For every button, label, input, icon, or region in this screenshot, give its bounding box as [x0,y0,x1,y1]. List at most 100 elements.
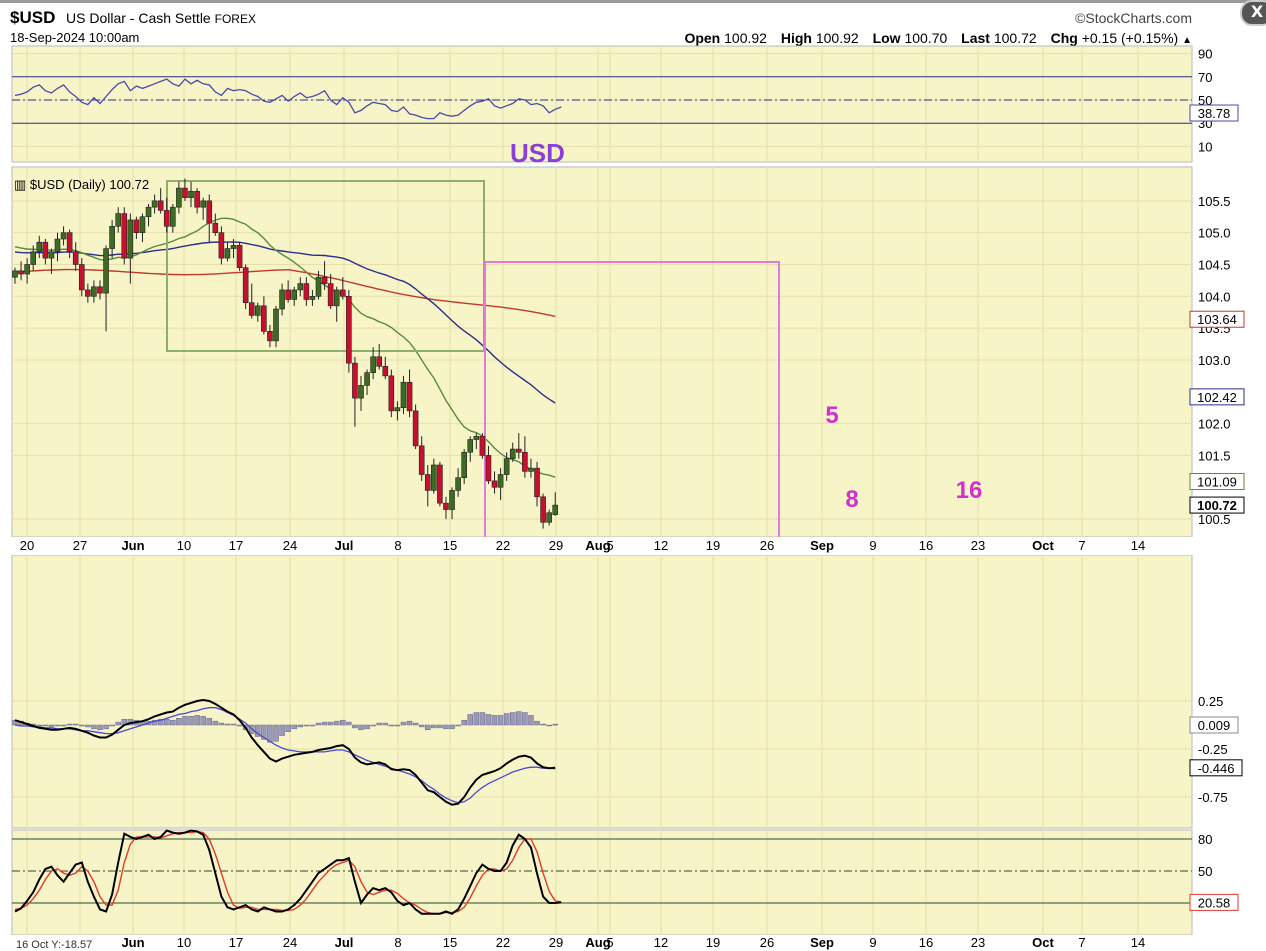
price-tick-label: 103.0 [1198,353,1231,368]
candle-body [91,286,97,297]
macd-histogram-bar [321,721,328,726]
x-tick-label: 19 [706,935,720,950]
cursor-readout: 16 Oct Y:-18.57 [16,939,92,951]
open-value: 100.92 [724,30,767,46]
candle-body [497,474,504,488]
x-tick-label: Sep [810,538,834,553]
candle-body [200,200,206,208]
macd-histogram-bar [236,724,243,727]
macd-histogram-bar [437,724,443,729]
candle-body [424,474,431,491]
candle-body [145,206,152,218]
rsi-line [14,78,562,120]
close-button[interactable]: X [1240,0,1266,26]
macd-histogram-bar [552,723,558,726]
annotation-5: 5 [825,402,838,429]
candle-body [242,267,249,303]
x-tick-label: 24 [283,538,297,553]
price-legend: ▥ $USD (Daily) 100.72 [14,177,149,192]
x-tick-label: 29 [549,935,563,950]
candle-body [194,190,200,208]
macd-histogram-bar [218,722,225,726]
macd-histogram-bar [79,724,85,727]
macd-histogram-bar [60,724,67,727]
macd-histogram-bar [309,724,316,727]
panel-rsi [11,45,1193,163]
macd-histogram-bar [170,719,176,726]
rsi-last-label: 38.78 [1198,106,1231,121]
macd-histogram-bar [509,712,516,726]
last-price-label-box [1189,496,1245,514]
x-tick-label: 9 [869,935,876,950]
macd-histogram-bar [188,716,194,726]
x-tick-label: 10 [177,538,191,553]
x-tick-label: 15 [443,538,457,553]
candle-body [121,213,128,259]
candle-body [346,296,352,364]
x-tick-label: 17 [229,935,243,950]
candle-body [279,289,285,310]
candle-body [103,248,109,294]
stoch-k-line [14,829,562,915]
candle-body [30,251,37,265]
candle-body [206,200,213,224]
candle-body [285,289,291,300]
macd-histogram-bar [443,724,449,730]
macd-histogram-bar [534,720,540,726]
candle-body [36,241,43,253]
macd-histogram-bar [346,721,352,726]
macd-tick-label: -0.75 [1198,790,1228,805]
macd-last-box [1189,759,1243,777]
candle-body [85,289,91,297]
last-price-label: 100.72 [1197,498,1237,513]
candle-body [315,276,322,297]
instrument-name: US Dollar - Cash Settle FOREX [66,10,256,26]
x-tick-label: Aug [585,538,610,553]
macd-histogram-bar [115,721,121,726]
macd-histogram-bar [491,715,498,726]
macd-histogram-bar [528,715,534,726]
macd-histogram-bar [200,716,206,726]
candle-body [18,270,24,275]
annotation-16: 16 [956,477,983,504]
macd-histogram-bar [97,724,103,731]
x-axis-band-bottom [0,935,1266,951]
ma-long-label-box [1189,310,1245,328]
candle-body [534,467,540,498]
x-tick-label: 5 [606,935,613,950]
candle-body [327,283,334,307]
rsi-tick-label: 50 [1198,93,1212,108]
x-tick-label: 17 [229,538,243,553]
macd-histogram-bar [285,724,291,732]
candle-body [449,490,455,510]
macd-tick-label: 0.25 [1198,694,1223,709]
candle-body [516,448,522,453]
candle-body [485,455,492,482]
macd-histogram-bar [449,724,455,730]
candle-body [412,410,419,447]
candle-body [339,289,346,297]
macd-histogram-bar [164,718,170,726]
x-tick-label: 26 [760,538,774,553]
candle-body [48,251,55,259]
candle-body [176,187,182,208]
x-tick-label: 29 [549,538,563,553]
stoch-last-label: 20.58 [1198,895,1231,910]
macd-histogram-bar [103,724,109,730]
x-tick-label: 22 [496,935,510,950]
macd-histogram-bar [66,723,73,726]
macd-histogram-bar [297,724,304,728]
candle-body [218,232,225,259]
x-tick-label: 26 [760,935,774,950]
open-label: Open [684,30,721,46]
macd-histogram-bar [157,718,164,726]
macd-histogram-bar [431,724,437,729]
price-tick-label: 100.5 [1198,512,1231,527]
window-top-border [0,0,1266,3]
macd-histogram-bar [267,724,273,743]
macd-histogram-bar [194,715,200,726]
price-tick-label: 101.5 [1198,448,1231,463]
candle-body [522,451,528,472]
candle-body [188,190,194,198]
price-tick-label: 102.0 [1198,417,1231,432]
